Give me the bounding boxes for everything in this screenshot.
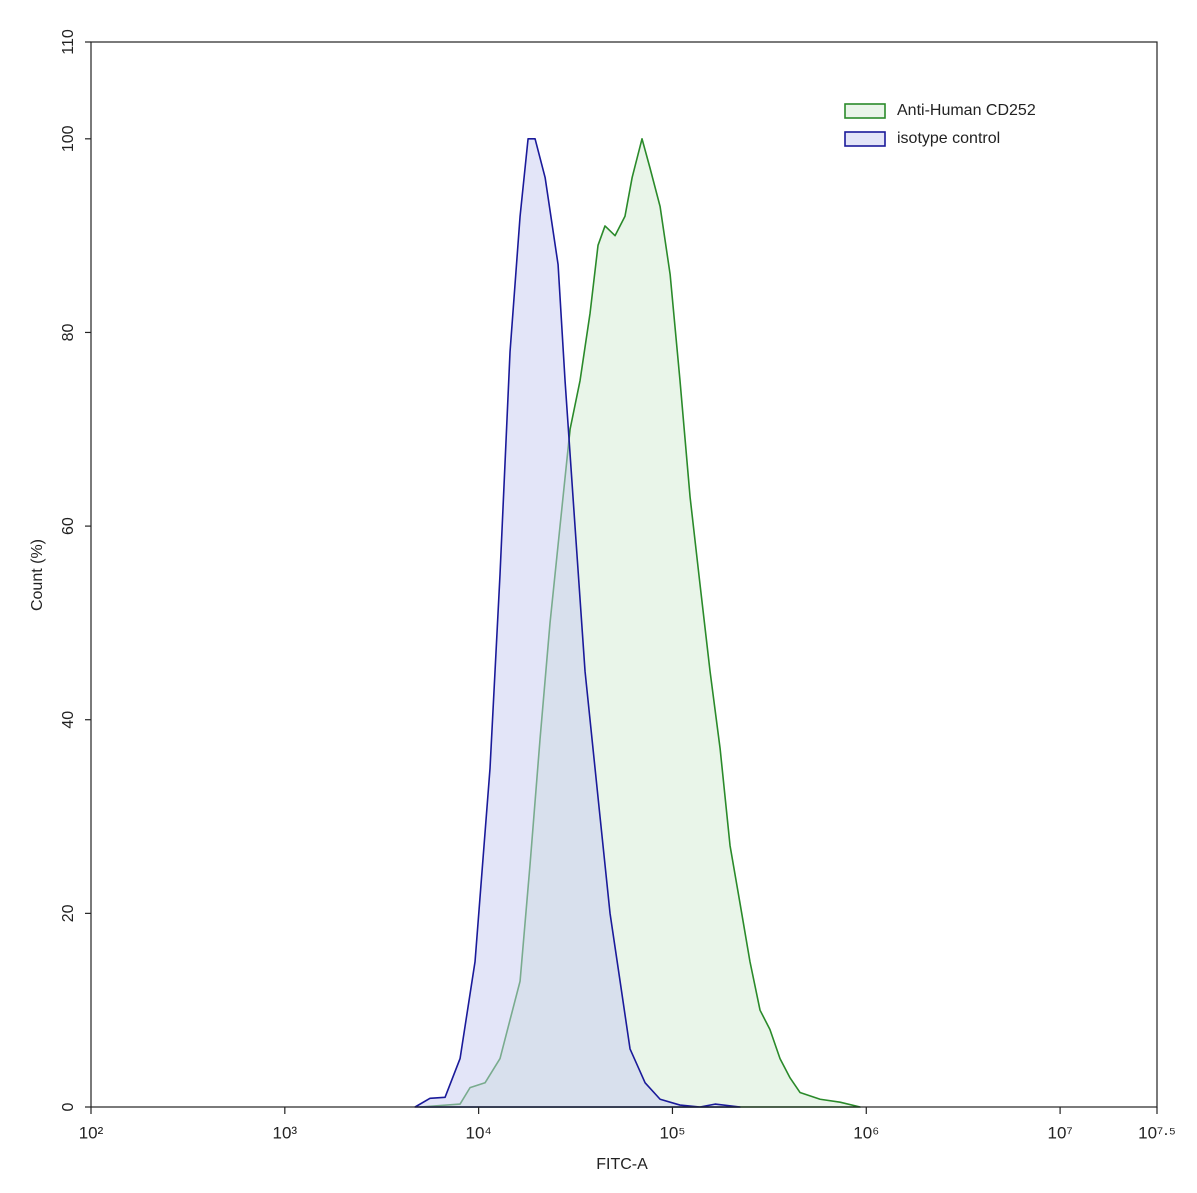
y-tick-label: 40 — [60, 711, 77, 729]
plot-frame — [90, 41, 1158, 1108]
y-axis-label: Count (%) — [29, 539, 46, 611]
y-tick-label: 110 — [60, 29, 77, 55]
y-tick-label: 80 — [60, 323, 77, 341]
x-tick-label: 10² — [79, 1123, 104, 1142]
legend-swatch — [844, 103, 886, 119]
histogram-area — [414, 138, 741, 1108]
legend-label: isotype control — [897, 130, 1000, 147]
legend-swatch — [844, 131, 886, 147]
y-tick-label: 20 — [60, 904, 77, 922]
x-tick-label: 10⁷·⁵ — [1138, 1123, 1176, 1142]
y-tick-label: 100 — [60, 125, 77, 152]
x-tick-label: 10⁷ — [1048, 1123, 1073, 1142]
x-tick-label: 10⁶ — [853, 1123, 879, 1142]
x-tick-label: 10⁵ — [659, 1123, 685, 1142]
x-tick-label: 10⁴ — [466, 1123, 492, 1142]
legend-label: Anti-Human CD252 — [897, 102, 1036, 119]
x-tick-label: 10³ — [273, 1123, 298, 1142]
x-axis-label: FITC-A — [596, 1156, 648, 1173]
y-tick-label: 0 — [60, 1102, 77, 1111]
y-tick-label: 60 — [60, 517, 77, 535]
